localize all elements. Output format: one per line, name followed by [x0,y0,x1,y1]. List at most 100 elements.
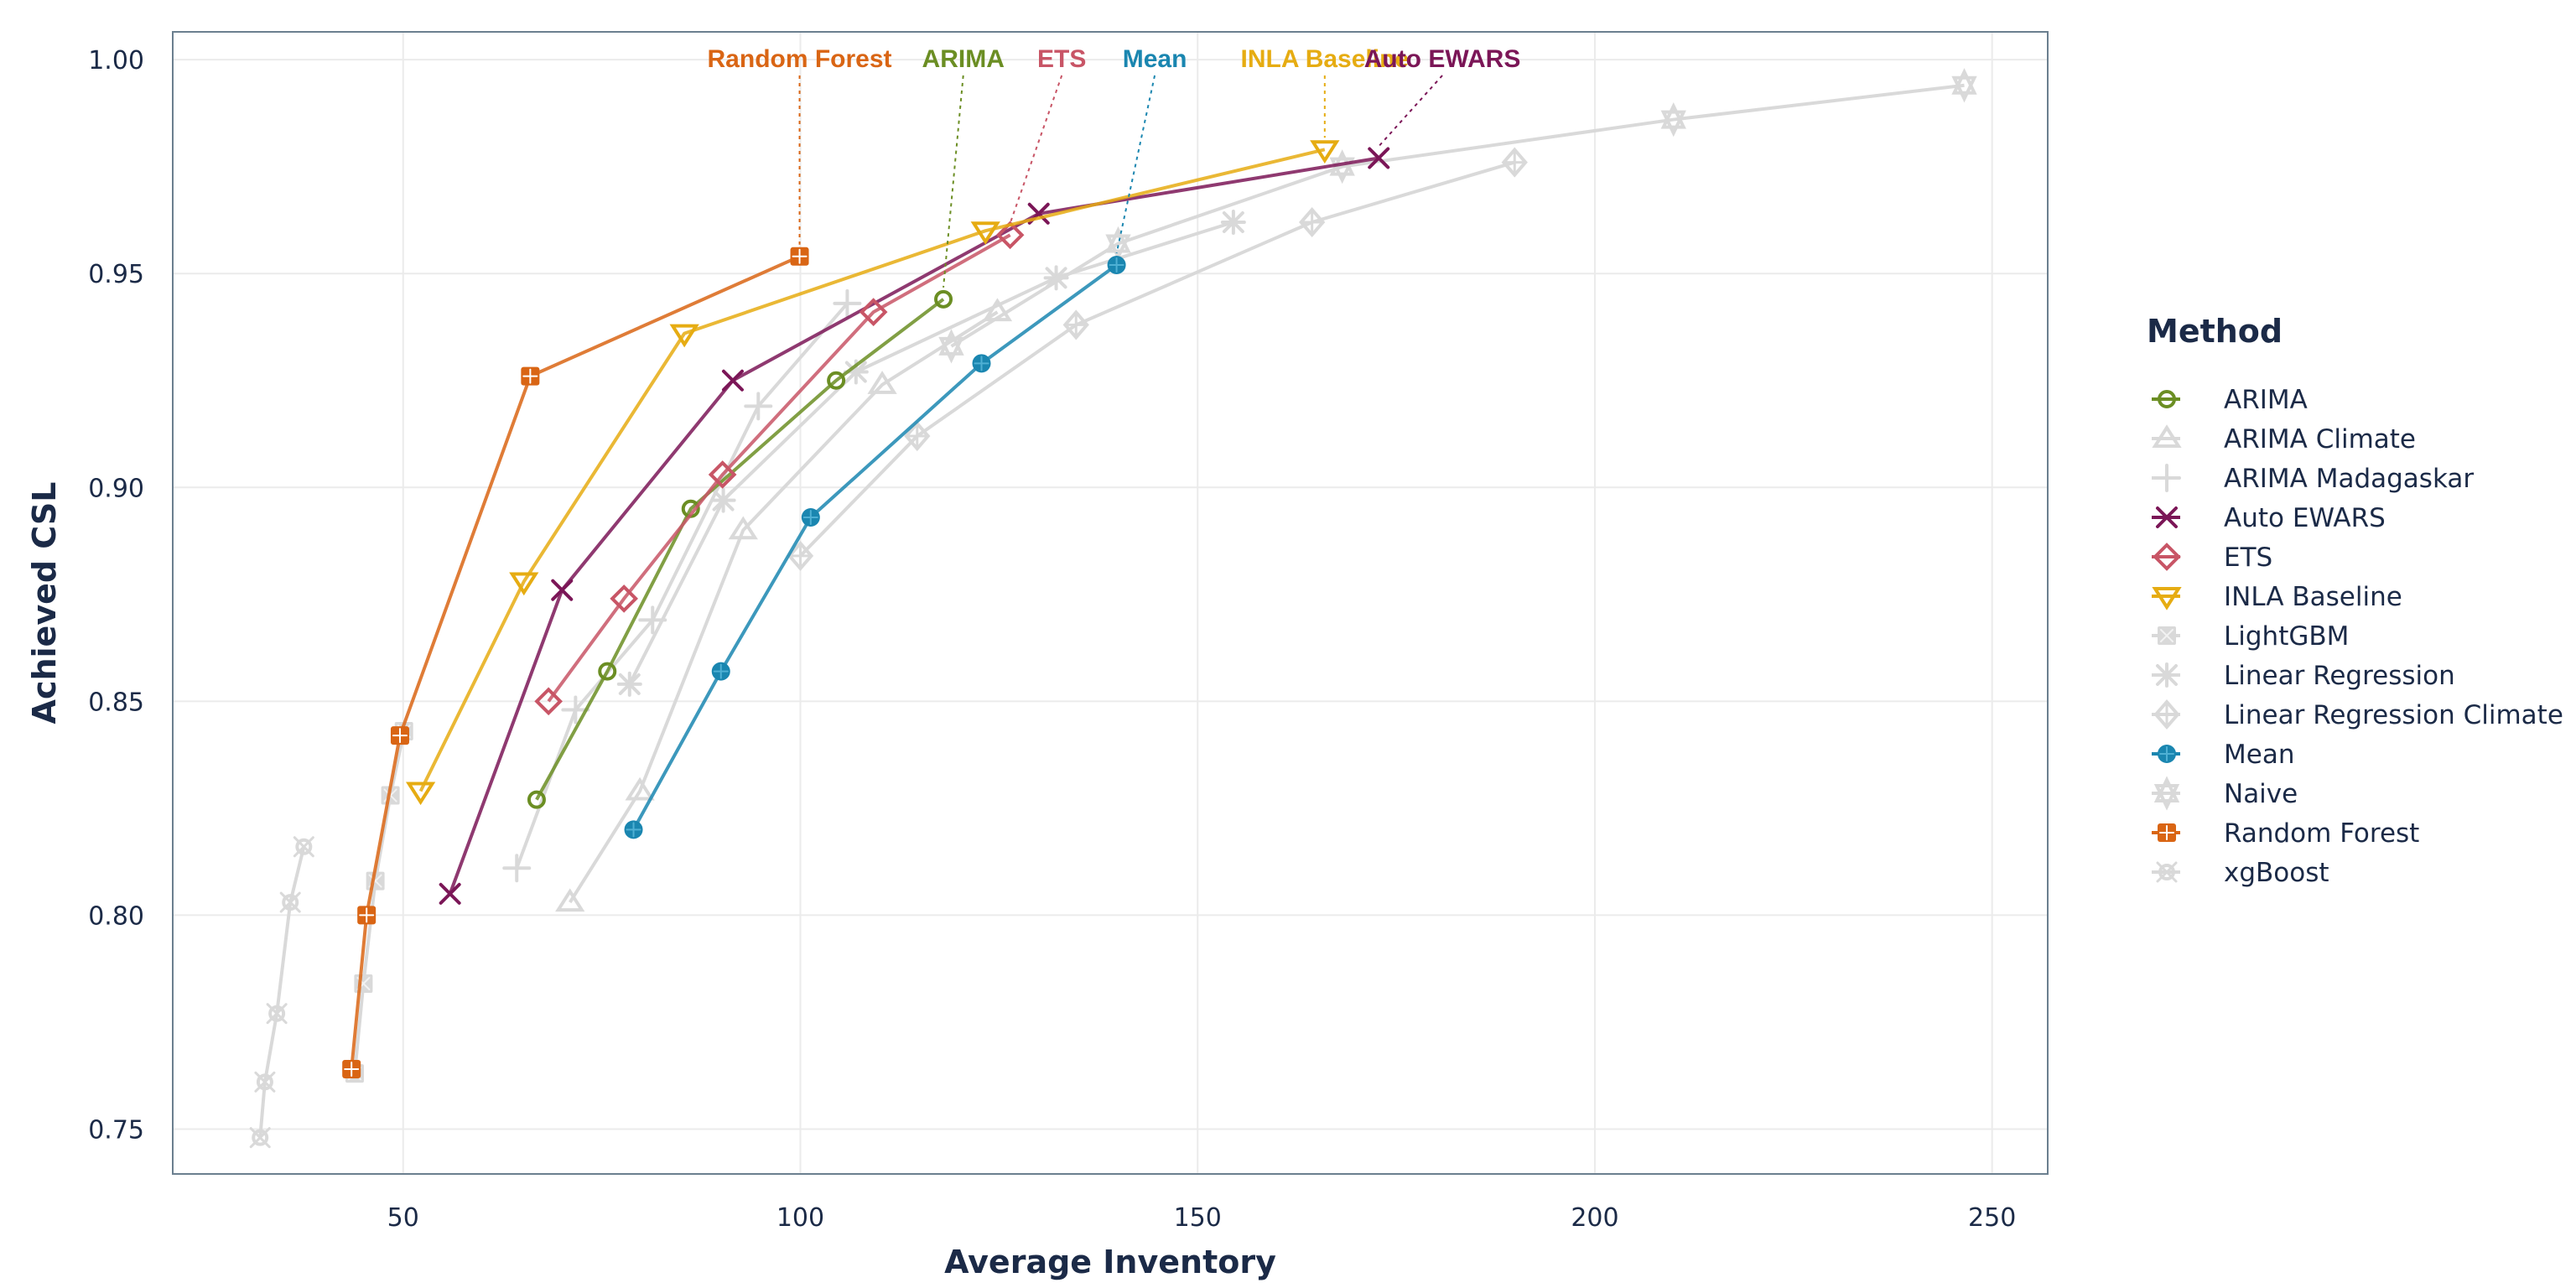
y-tick-label: 0.90 [88,474,144,503]
legend-label: ARIMA Madagaskar [2224,464,2474,494]
data-point [1105,226,1131,262]
annotations: Random Forest ARIMA ETS Mean INLA BaselineAu… [708,45,1521,288]
data-point [598,662,617,681]
annotation-label: ARIMA [922,45,1005,73]
data-point [405,782,436,806]
legend-item: ARIMA Climate [2152,424,2416,454]
data-point [721,369,744,392]
data-point [1310,140,1340,164]
data-point [708,460,737,489]
legend-key-marker [2158,626,2176,645]
series-line [258,846,306,1138]
legend-key-marker [2156,506,2178,528]
legend-item: Linear Regression Climate [2152,699,2563,730]
annotation-leader [1115,75,1156,254]
legend-key-marker [2153,543,2181,571]
x-axis-title: Average Inventory [944,1244,1276,1280]
annotation-label: INLA Baseline [1241,45,1410,73]
y-axis-ticks: 0.75 0.80 0.85 0.90 0.95 1.00 [88,46,144,1145]
series-ets [534,221,1025,716]
data-point [801,507,820,527]
series-inla-baseline [405,140,1340,806]
x-tick-label: 200 [1571,1203,1618,1233]
series-line [418,148,1326,792]
y-tick-label: 0.85 [88,688,144,717]
data-point [1062,309,1089,340]
series-linear-regression-climate [787,147,1528,571]
series-xgboost [249,836,314,1149]
data-point [934,289,953,309]
data-point [972,354,991,373]
data-point [1660,101,1686,138]
y-tick-label: 0.80 [88,901,144,931]
data-point [551,579,574,601]
series-random-forest [342,247,809,1079]
legend-item: Random Forest [2152,818,2419,849]
data-point [342,1060,361,1079]
data-point [293,836,314,858]
legend-label: INLA Baseline [2224,582,2402,612]
legend-label: ETS [2224,543,2272,573]
x-tick-label: 50 [387,1203,419,1233]
legend-label: Random Forest [2224,818,2419,849]
grid [173,32,2048,1174]
annotation-label: Mean [1123,45,1187,73]
legend-label: Naive [2224,779,2298,809]
data-point [827,371,846,390]
legend-key-marker [2153,699,2180,730]
data-point [859,298,888,326]
data-point [1107,256,1126,275]
legend-label: Auto EWARS [2224,503,2386,533]
data-point [527,790,546,809]
data-point [502,854,532,883]
legend-item: Naive [2152,776,2298,811]
series-mean [624,256,1126,839]
data-point [610,584,638,613]
legend-label: Linear Regression Climate [2224,700,2563,730]
legend: Method ARIMA ARIMA Climate ARIMA Madagaska… [2147,313,2563,888]
legend-key-marker [2158,390,2176,408]
legend-key-marker [2158,745,2176,763]
data-point [390,726,409,745]
legend-item: ETS [2152,543,2272,573]
legend-key-marker [2153,464,2181,492]
data-point [357,906,377,925]
data-point [995,221,1025,250]
series-arima [527,289,953,809]
series-linear-regression [616,210,1246,697]
data-point [867,371,897,394]
legend-item: Mean [2152,740,2294,770]
data-point [616,671,642,697]
data-point [787,540,814,571]
data-point [1951,68,1977,103]
data-point [833,288,862,318]
data-point [439,882,461,905]
series-layer [249,68,1977,1149]
series-auto-ewars [439,147,1390,905]
annotation-leader [943,75,964,288]
series-line [569,310,999,904]
data-point [970,221,1000,245]
data-point [669,324,699,348]
data-point [625,776,655,801]
data-point [561,695,590,724]
data-point [711,662,730,681]
annotation-label: Auto EWARS [1364,45,1521,73]
series-line [352,730,406,1074]
annotation-leader [1378,75,1443,148]
series-line [448,156,1379,895]
x-axis-ticks: 50 100 150 200 250 [387,1203,2017,1233]
data-point [710,487,736,513]
legend-item: xgBoost [2152,858,2329,888]
series-line [799,160,1515,558]
series-arima-climate [555,298,1013,912]
y-tick-label: 1.00 [88,46,144,75]
data-point [790,247,809,266]
legend-key-marker [2152,587,2182,610]
data-point [1501,147,1528,178]
data-point [1299,206,1326,238]
data-point [744,392,773,421]
data-point [904,421,931,452]
legend-label: ARIMA Climate [2224,424,2416,454]
